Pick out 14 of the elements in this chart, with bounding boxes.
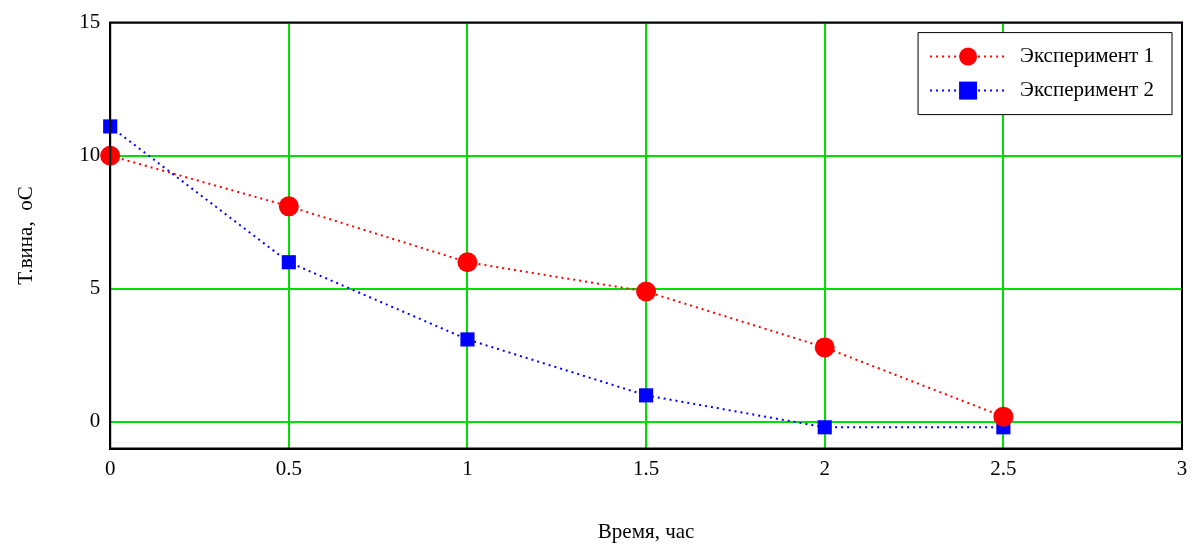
x-tick-label: 2 [819, 455, 830, 480]
x-tick-label: 3 [1176, 455, 1188, 480]
x-tick-label: 2.5 [990, 455, 1017, 480]
y-axis-title: T.вина, oC [13, 186, 38, 285]
legend-label: Эксперимент 2 [1020, 77, 1154, 102]
x-tick-label: 1 [462, 455, 473, 480]
y-tick-label: 15 [79, 9, 101, 34]
y-tick-label: 0 [89, 408, 101, 433]
x-axis-title: Время, час [597, 518, 695, 543]
x-tick-label: 0.5 [275, 455, 302, 480]
legend-label: Эксперимент 1 [1020, 43, 1154, 68]
y-tick-label: 10 [79, 142, 101, 167]
x-tick-label: 1.5 [632, 455, 660, 480]
y-tick-label: 5 [89, 275, 101, 300]
